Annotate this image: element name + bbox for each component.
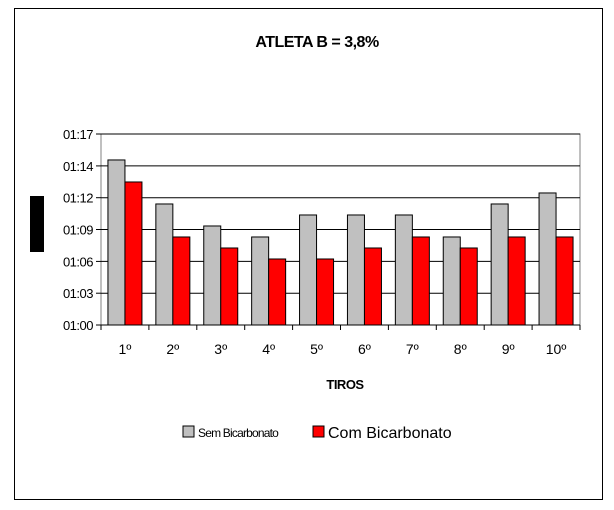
x-tick-label: 5º bbox=[310, 341, 323, 357]
bar-sem-2 bbox=[155, 203, 174, 326]
x-tick-label: 6º bbox=[358, 341, 371, 357]
x-tick-label: 7º bbox=[406, 341, 419, 357]
y-tick-label: 01:14 bbox=[63, 159, 93, 174]
bar-com-6 bbox=[363, 247, 382, 326]
x-tick-label: 9º bbox=[502, 341, 515, 357]
bar-sem-4 bbox=[251, 236, 270, 326]
x-tick-label: 8º bbox=[454, 341, 467, 357]
legend-swatch-com bbox=[312, 425, 325, 438]
y-tick-label: 01:06 bbox=[63, 254, 93, 269]
chart-title: ATLETA B = 3,8% bbox=[255, 34, 379, 51]
bar-sem-10 bbox=[538, 192, 557, 326]
legend: Sem Bicarbonato Com Bicarbonato bbox=[182, 425, 452, 442]
bar-com-5 bbox=[316, 258, 335, 326]
x-tick-label: 4º bbox=[262, 341, 275, 357]
bar-com-1 bbox=[124, 181, 143, 326]
y-tick-label: 01:09 bbox=[63, 223, 93, 238]
bar-com-10 bbox=[555, 236, 574, 326]
bar-sem-1 bbox=[107, 159, 126, 326]
y-tick-labels: 01:00 01:03 01:06 01:09 01:12 01:14 01:17 bbox=[63, 127, 94, 333]
bar-com-2 bbox=[172, 236, 191, 326]
bar-com-8 bbox=[459, 247, 478, 326]
bar-com-3 bbox=[220, 247, 239, 326]
bar-sem-3 bbox=[203, 225, 222, 326]
bar-com-9 bbox=[507, 236, 526, 326]
bar-sem-9 bbox=[490, 203, 509, 326]
bar-sem-7 bbox=[394, 214, 413, 326]
bar-com-7 bbox=[411, 236, 430, 326]
x-tick-label: 1º bbox=[118, 341, 131, 357]
legend-swatch-sem bbox=[182, 425, 195, 438]
bars bbox=[107, 159, 574, 326]
bar-sem-8 bbox=[442, 236, 461, 326]
x-tick-label: 3º bbox=[214, 341, 227, 357]
y-tick-label: 01:03 bbox=[63, 286, 93, 301]
x-axis-label: TIROS bbox=[326, 377, 364, 392]
x-tick-label: 2º bbox=[166, 341, 179, 357]
y-tick-label: 01:00 bbox=[63, 318, 93, 333]
bar-com-4 bbox=[268, 258, 287, 326]
y-tick-label: 01:12 bbox=[63, 191, 93, 206]
y-tick-label: 01:17 bbox=[63, 127, 93, 142]
legend-label-com: Com Bicarbonato bbox=[328, 425, 452, 442]
legend-label-sem: Sem Bicarbonato bbox=[198, 426, 279, 440]
axis-title-marker bbox=[30, 196, 44, 252]
x-tick-label: 10º bbox=[546, 341, 567, 357]
x-tick-labels: 1º 2º 3º 4º 5º 6º 7º 8º 9º 10º bbox=[100, 325, 581, 357]
bar-sem-5 bbox=[299, 214, 318, 326]
bar-sem-6 bbox=[346, 214, 365, 326]
